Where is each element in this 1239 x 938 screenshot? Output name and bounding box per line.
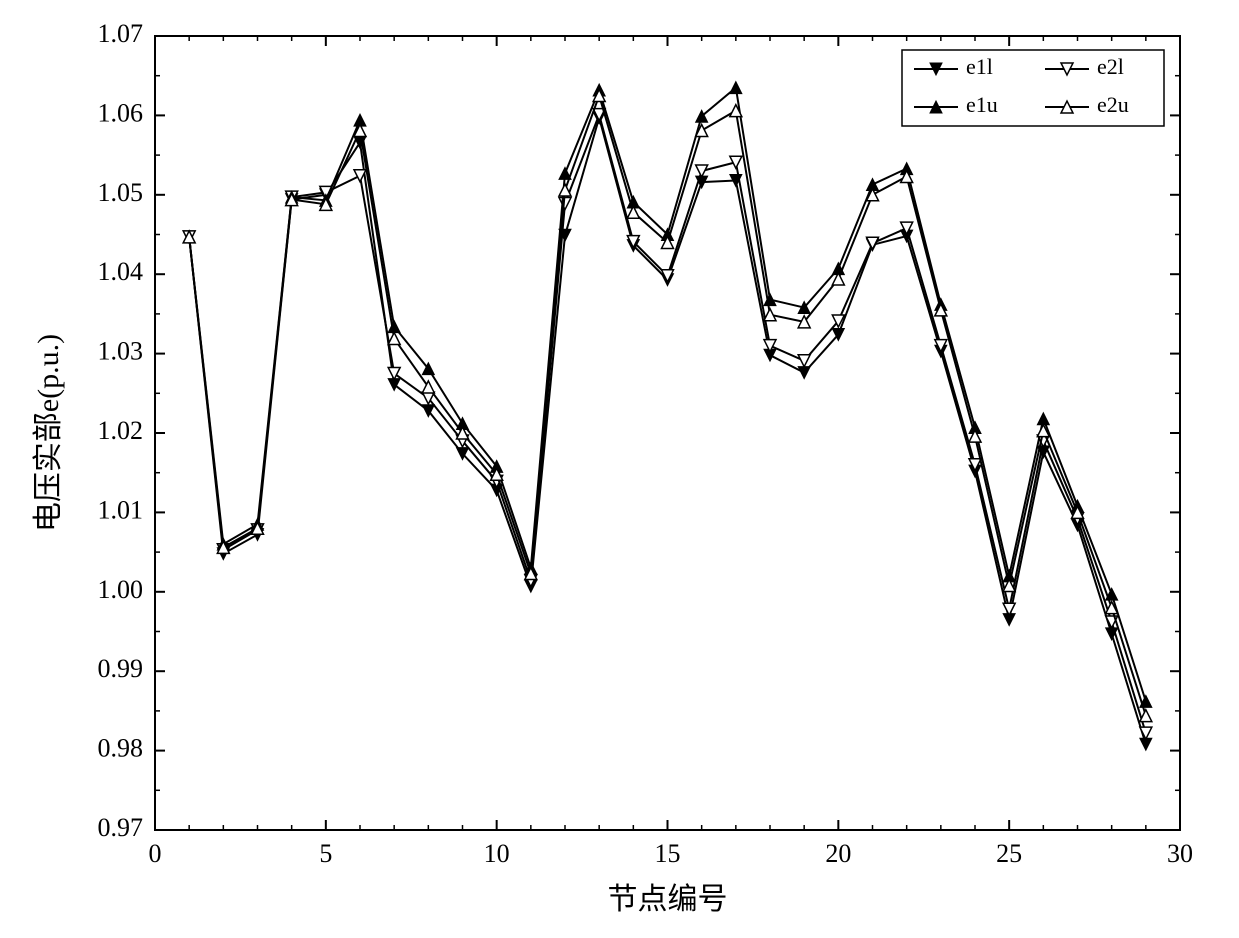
svg-text:1.00: 1.00: [98, 575, 144, 604]
svg-text:30: 30: [1167, 839, 1193, 868]
line-chart: 0 5 10 15 20 25 30 0.97 0.98 0.99 1.00 1.01 1.02 1.03…: [0, 0, 1239, 938]
svg-text:1.01: 1.01: [98, 495, 144, 524]
svg-text:0.97: 0.97: [98, 813, 144, 842]
svg-text:1.02: 1.02: [98, 416, 144, 445]
legend-label-e2u: e2u: [1097, 92, 1129, 117]
legend-label-e1u: e1u: [966, 92, 998, 117]
svg-text:0.99: 0.99: [98, 654, 144, 683]
y-axis-label: 电压实部e(p.u.): [32, 334, 65, 532]
svg-text:1.07: 1.07: [98, 19, 144, 48]
legend: e1l e2l e1u e2u: [902, 50, 1164, 126]
svg-text:15: 15: [655, 839, 681, 868]
plot-frame: [155, 36, 1180, 830]
svg-text:1.04: 1.04: [98, 257, 144, 286]
legend-label-e1l: e1l: [966, 54, 993, 79]
svg-text:1.06: 1.06: [98, 98, 144, 127]
svg-text:25: 25: [996, 839, 1022, 868]
chart-container: { "chart": { "type": "line", "width": 12…: [0, 0, 1239, 938]
svg-text:10: 10: [484, 839, 510, 868]
series-e2u: [183, 90, 1152, 722]
svg-text:1.03: 1.03: [98, 337, 144, 366]
svg-text:1.05: 1.05: [98, 178, 144, 207]
x-axis-label: 节点编号: [608, 883, 728, 916]
svg-text:0.98: 0.98: [98, 734, 144, 763]
svg-text:20: 20: [825, 839, 851, 868]
svg-text:0: 0: [149, 839, 162, 868]
svg-text:5: 5: [319, 839, 332, 868]
legend-label-e2l: e2l: [1097, 54, 1124, 79]
